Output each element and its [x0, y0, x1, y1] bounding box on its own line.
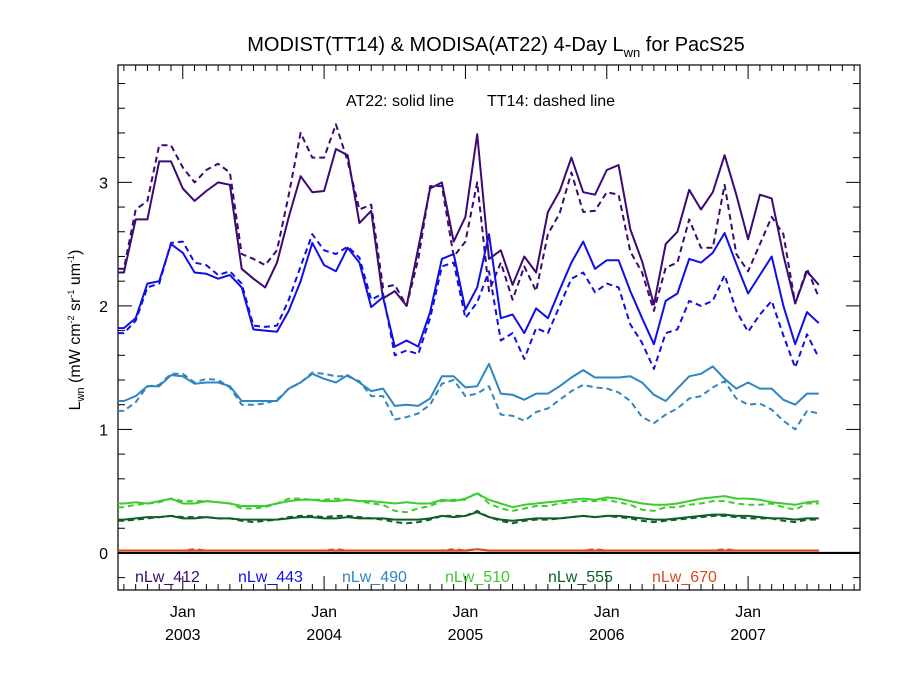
y-label-unit-c: um: [67, 263, 84, 290]
x-tick-label-year: 2003: [165, 627, 201, 644]
annotation-dashed: TT14: dashed line: [487, 93, 615, 110]
y-tick-label: 2: [99, 299, 108, 316]
series-line-nlw-555-solid: [118, 511, 819, 522]
x-tick-label-month: Jan: [735, 604, 761, 621]
y-label-sub: wn: [75, 387, 87, 402]
series-line-nlw-510-solid: [118, 492, 819, 509]
chart-title-sub: wn: [623, 45, 641, 60]
series-line-nlw-670-solid: [118, 548, 819, 552]
chart-title: MODIST(TT14) & MODISA(AT22) 4-Day Lwn fo…: [247, 34, 745, 60]
x-tick-label-month: Jan: [170, 604, 196, 621]
chart-title-prefix: MODIST(TT14) & MODISA(AT22) 4-Day L: [247, 34, 623, 56]
legend-label-nlw-412: nLw_412: [135, 569, 200, 586]
legend-label-nlw-510: nLw_510: [445, 569, 510, 586]
y-label-unit-d: ): [67, 250, 84, 255]
series-line-nlw-412-dashed: [118, 123, 820, 312]
y-label-unit-b: sr: [67, 297, 84, 315]
y-label-exp2: -1: [66, 290, 76, 298]
series-line-nlw-412-solid: [118, 133, 820, 307]
annotation-solid: AT22: solid line: [346, 93, 454, 110]
series-line-nlw-443-dashed: [118, 233, 820, 370]
y-tick-label: 3: [99, 175, 108, 192]
x-tick-label-year: 2005: [448, 627, 484, 644]
y-tick-label: 0: [99, 546, 108, 563]
x-tick-label-year: 2006: [589, 627, 625, 644]
y-axis-label: Lwn (mW cm-2 sr-1 um-1): [66, 250, 87, 411]
y-label-exp3: -1: [66, 255, 76, 263]
legend-label-nlw-490: nLw_490: [342, 569, 407, 586]
series-line-nlw-490-solid: [118, 362, 819, 407]
legend-label-nlw-670: nLw_670: [652, 569, 717, 586]
series-line-nlw-443-solid: [118, 232, 820, 348]
x-tick-label-month: Jan: [453, 604, 479, 621]
x-tick-label-month: Jan: [594, 604, 620, 621]
legend-label-nlw-443: nLw_443: [238, 569, 303, 586]
y-label-main: L: [67, 401, 84, 410]
x-tick-label-year: 2004: [306, 627, 342, 644]
y-tick-label: 1: [99, 422, 108, 439]
legend-label-nlw-555: nLw_555: [548, 569, 613, 586]
y-label-unit-a: (mW cm: [67, 323, 84, 387]
x-tick-label-month: Jan: [311, 604, 337, 621]
y-label-exp1: -2: [66, 315, 76, 323]
chart-title-suffix: for PacS25: [640, 34, 745, 56]
x-tick-label-year: 2007: [730, 627, 766, 644]
plot-area: 0 1 2 3 Jan 2003 Jan 2004 Jan 2005 Jan 2006 Jan 2007 n…: [99, 64, 861, 644]
